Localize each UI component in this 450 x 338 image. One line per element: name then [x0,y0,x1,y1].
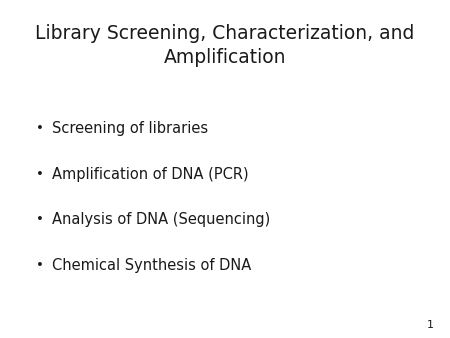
Text: •: • [36,122,44,135]
Text: Screening of libraries: Screening of libraries [52,121,208,136]
Text: •: • [36,168,44,180]
Text: •: • [36,259,44,272]
Text: Chemical Synthesis of DNA: Chemical Synthesis of DNA [52,258,251,273]
Text: Analysis of DNA (Sequencing): Analysis of DNA (Sequencing) [52,212,270,227]
Text: Amplification of DNA (PCR): Amplification of DNA (PCR) [52,167,248,182]
Text: 1: 1 [427,319,434,330]
Text: Library Screening, Characterization, and
Amplification: Library Screening, Characterization, and… [35,24,415,67]
Text: •: • [36,213,44,226]
